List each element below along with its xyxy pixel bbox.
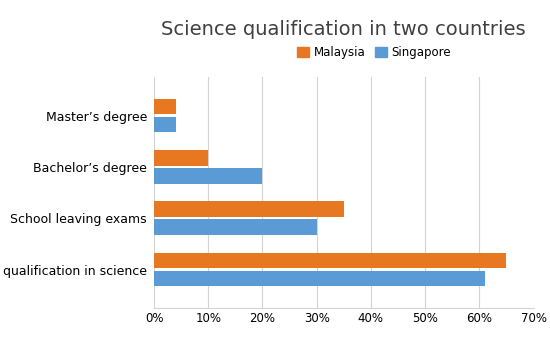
Bar	[154, 99, 175, 114]
Bar	[154, 168, 262, 183]
Bar	[154, 253, 507, 268]
Title: Science qualification in two countries: Science qualification in two countries	[162, 20, 526, 39]
Bar	[154, 271, 485, 286]
Bar	[154, 219, 317, 235]
Bar	[154, 202, 344, 217]
Bar	[154, 150, 208, 166]
Legend: Malaysia, Singapore: Malaysia, Singapore	[293, 41, 456, 64]
Bar	[154, 117, 175, 132]
